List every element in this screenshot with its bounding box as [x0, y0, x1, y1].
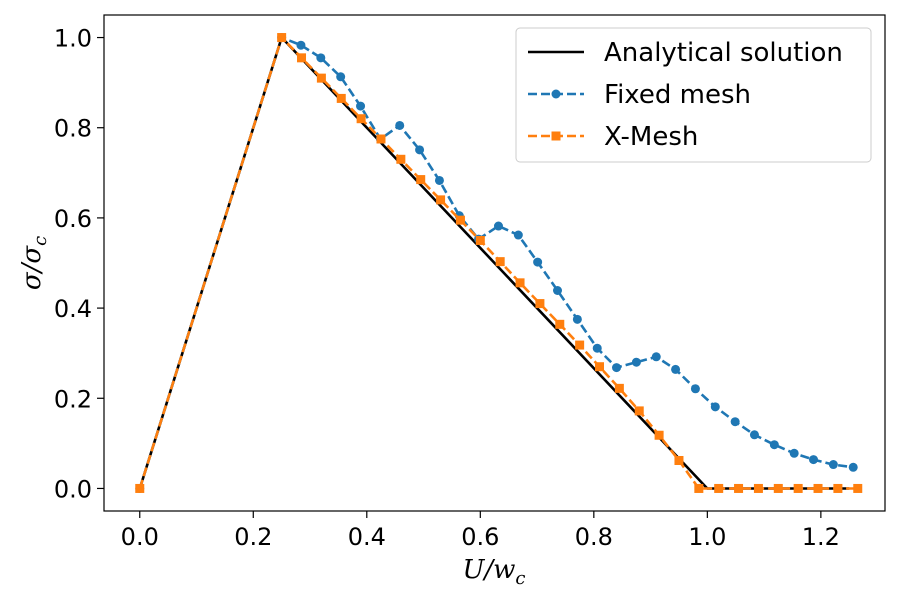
- fixed-mesh-point: [296, 40, 306, 50]
- legend: Analytical solution Fixed mesh X-Mesh: [515, 27, 872, 163]
- legend-entry-analytical-solution: Analytical solution: [528, 38, 843, 68]
- x-mesh-point: [793, 483, 803, 493]
- y-tick-label: 0.0: [54, 475, 92, 503]
- x-mesh-point: [853, 483, 863, 493]
- legend-box: [515, 27, 872, 163]
- x-mesh-point: [714, 483, 724, 493]
- y-axis-label: σ/σc: [17, 236, 51, 290]
- x-mesh-point: [297, 53, 307, 63]
- fixed-mesh-point: [316, 53, 326, 63]
- fixed-mesh-point: [493, 221, 503, 231]
- legend-label: Analytical solution: [604, 38, 843, 68]
- x-mesh-point: [135, 483, 145, 493]
- x-mesh-point: [277, 33, 287, 43]
- fixed-mesh-point: [769, 440, 779, 450]
- x-mesh-point: [674, 455, 684, 465]
- x-mesh-point: [634, 406, 644, 416]
- x-mesh-point: [734, 483, 744, 493]
- fixed-mesh-point: [828, 460, 838, 470]
- x-mesh-point: [316, 73, 326, 83]
- x-tick-label: 0.4: [348, 523, 386, 551]
- fixed-mesh-point: [671, 364, 681, 374]
- fixed-mesh-point: [356, 101, 366, 111]
- x-mesh-point: [535, 299, 545, 309]
- legend-entry-x-mesh: X-Mesh: [528, 122, 698, 152]
- x-mesh-point: [575, 340, 585, 350]
- y-tick-label: 0.8: [54, 115, 92, 143]
- x-tick-label: 1.0: [688, 523, 726, 551]
- fixed-mesh-point: [572, 314, 582, 324]
- fixed-mesh-point: [631, 357, 641, 367]
- fixed-mesh-point: [415, 145, 425, 155]
- x-mesh-point: [833, 483, 843, 493]
- plot-frame: [103, 14, 886, 512]
- x-mesh-point: [614, 383, 624, 393]
- x-tick-label: 1.2: [802, 523, 840, 551]
- fixed-mesh-point: [710, 402, 720, 412]
- fixed-mesh-point: [553, 286, 563, 296]
- fixed-mesh-point: [592, 343, 602, 353]
- x-mesh-point: [515, 278, 525, 288]
- x-tick-label: 0.8: [575, 523, 613, 551]
- x-axis-label: U/wc: [462, 555, 525, 589]
- series-layer: [135, 33, 863, 493]
- fixed-mesh-point: [612, 363, 622, 373]
- fixed-mesh-point: [395, 120, 405, 130]
- x-mesh-point: [753, 483, 763, 493]
- x-mesh-point: [336, 93, 346, 103]
- x-mesh-point: [376, 134, 386, 144]
- x-tick-label: 0.2: [234, 523, 272, 551]
- x-mesh-point: [813, 483, 823, 493]
- x-mesh-point: [455, 215, 465, 225]
- x-mesh-point: [694, 483, 704, 493]
- fixed-mesh-point: [749, 430, 759, 440]
- y-tick-label: 0.2: [54, 385, 92, 413]
- x-mesh-point: [416, 175, 426, 185]
- fixed-mesh-point: [651, 352, 661, 362]
- legend-label: X-Mesh: [604, 122, 698, 152]
- legend-entry-fixed-mesh: Fixed mesh: [528, 80, 751, 110]
- x-mesh-point: [555, 319, 565, 329]
- y-tick-label: 0.6: [54, 205, 92, 233]
- fixed-mesh-point: [808, 455, 818, 465]
- fixed-mesh-point: [789, 448, 799, 458]
- fixed-mesh-point: [690, 384, 700, 394]
- x-tick-label: 0.0: [121, 523, 159, 551]
- fixed-mesh-point: [434, 175, 444, 185]
- x-mesh-point: [396, 154, 406, 164]
- legend-marker: [551, 131, 561, 141]
- x-tick-label: 0.6: [461, 523, 499, 551]
- legend-label: Fixed mesh: [604, 80, 751, 110]
- legend-marker: [551, 89, 561, 99]
- fixed-mesh-point: [513, 230, 523, 240]
- y-tick-label: 0.4: [54, 295, 92, 323]
- fixed-mesh-point: [533, 257, 543, 267]
- x-mesh-point: [436, 195, 446, 205]
- fixed-mesh-point: [848, 462, 858, 472]
- y-tick-label: 1.0: [54, 25, 92, 53]
- x-mesh-point: [356, 114, 366, 124]
- x-mesh-point: [595, 362, 605, 372]
- x-mesh-point: [773, 483, 783, 493]
- x-mesh-point: [654, 430, 664, 440]
- fixed-mesh-point: [730, 417, 740, 427]
- series-x-mesh: [135, 33, 863, 493]
- x-mesh-point: [475, 235, 485, 245]
- fixed-mesh-point: [336, 72, 346, 82]
- x-mesh-point: [495, 257, 505, 267]
- ticks-layer: 0.0 0.2 0.4 0.6 0.8 1.0 1.2 0.0 0.2 0.4 0.6 0.8 1.0: [54, 25, 840, 551]
